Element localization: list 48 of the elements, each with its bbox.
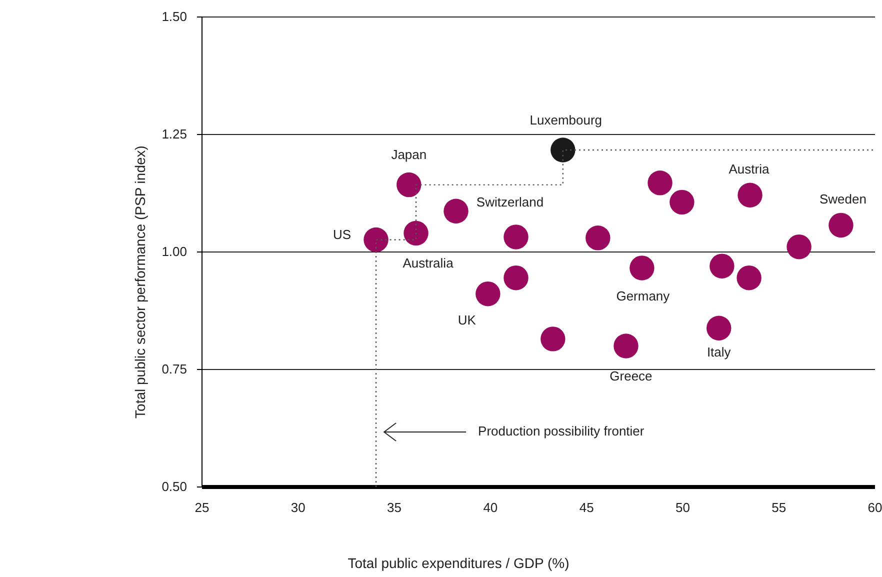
x-tick-label: 50: [675, 500, 690, 516]
point: [736, 266, 762, 290]
annotation: Production possibility frontier: [478, 423, 645, 438]
annotation: Austria: [728, 162, 770, 177]
annotation: UK: [458, 312, 476, 328]
x-axis-title: Total public expenditures / GDP (%): [348, 555, 570, 571]
annotation: Sweden: [819, 192, 866, 207]
point: [550, 138, 576, 162]
point: [504, 266, 528, 290]
x-tick-label: 60: [868, 500, 882, 516]
point: [504, 224, 528, 250]
annotation: Switzerland: [476, 194, 544, 210]
annotation: Italy: [706, 344, 732, 360]
point: [706, 316, 732, 340]
line-series: [375, 149, 876, 488]
y-axis-title: Total public sector performance (PSP index): [132, 146, 148, 418]
point: [786, 234, 812, 260]
y-tick-label: 0.50: [162, 479, 187, 494]
y-tick-label: 1.00: [162, 244, 187, 260]
annotation: Luxembourg: [530, 112, 602, 128]
x-tick-label: 55: [772, 500, 786, 516]
x-tick-label: 45: [579, 500, 594, 516]
point: [540, 326, 566, 352]
annotation: Germany: [616, 288, 670, 304]
annotation: Greece: [610, 368, 652, 384]
point: [364, 227, 388, 252]
annotation: US: [332, 227, 352, 242]
y-tick-label: 1.50: [162, 9, 187, 24]
y-tick-label: 0.75: [162, 362, 187, 377]
point: [404, 220, 428, 246]
point: [648, 170, 672, 196]
point: [586, 226, 610, 250]
point: [614, 334, 638, 358]
point: [476, 281, 500, 306]
x-tick-label: 30: [290, 500, 306, 516]
x-tick-label: 35: [387, 500, 402, 516]
x-tick-label: 40: [483, 500, 498, 516]
point: [738, 182, 762, 208]
point: [396, 172, 422, 198]
annotation: Japan: [391, 147, 427, 162]
point: [444, 198, 468, 224]
y-tick-label: 1.25: [162, 126, 187, 142]
point: [710, 254, 734, 278]
point: [828, 212, 854, 238]
x-tick-label: 25: [194, 500, 210, 516]
point: [630, 256, 654, 280]
annotation: Australia: [402, 256, 454, 271]
point: [670, 190, 694, 215]
